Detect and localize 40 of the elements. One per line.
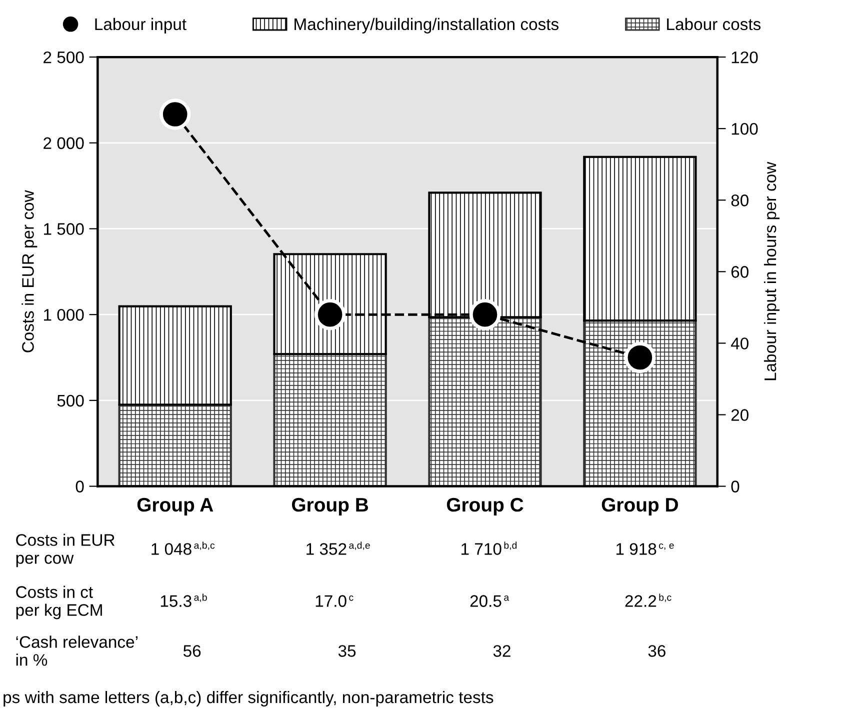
text: 56 bbox=[183, 645, 201, 657]
y-tick-label: 0 bbox=[76, 480, 84, 492]
y-tick-label: 2 500 bbox=[44, 51, 84, 64]
bar bbox=[118, 305, 232, 406]
x-tick-label: Group A bbox=[137, 498, 214, 516]
point bbox=[159, 98, 191, 130]
text: 36 bbox=[648, 645, 666, 657]
text: Costs in EUR per cow bbox=[16, 534, 115, 568]
y2-tick-label: 100 bbox=[732, 122, 758, 135]
bar bbox=[428, 316, 542, 486]
y2-tick-label: 40 bbox=[730, 338, 748, 350]
y-tick-label: 1 000 bbox=[44, 308, 84, 321]
y2-tick-label: 0 bbox=[731, 480, 740, 492]
y-tick-label: 500 bbox=[57, 394, 84, 407]
text: Costs in ct per kg ECM bbox=[16, 586, 102, 620]
point bbox=[624, 342, 656, 374]
y-axis-title: Costs in EUR per cow bbox=[22, 190, 38, 352]
bar bbox=[118, 404, 232, 486]
x-tick-label: Group B bbox=[292, 498, 368, 516]
legend-label: Labour costs bbox=[667, 18, 761, 30]
point bbox=[469, 298, 501, 330]
x-tick-label: Group D bbox=[602, 498, 678, 516]
bar bbox=[273, 353, 387, 486]
x-tick-label: Group C bbox=[446, 498, 524, 516]
text: ps with same letters (a,b,c) differ significantly, non-parametric tests bbox=[4, 690, 494, 707]
legend-label: Labour input bbox=[95, 18, 186, 34]
y-tick-label: 2 000 bbox=[44, 137, 84, 150]
bar bbox=[583, 156, 697, 322]
y-tick-label: 1 500 bbox=[44, 223, 84, 235]
text: 32 bbox=[493, 645, 510, 657]
y2-axis-title: Labour input in hours per cow bbox=[764, 162, 780, 380]
text: 35 bbox=[338, 645, 356, 657]
legend-label: Machinery/building/installation costs bbox=[294, 18, 558, 34]
y2-tick-label: 20 bbox=[731, 409, 748, 421]
y2-tick-label: 120 bbox=[732, 51, 758, 64]
bar bbox=[583, 320, 697, 486]
y2-tick-label: 80 bbox=[731, 194, 748, 206]
bar bbox=[273, 253, 387, 356]
y2-tick-label: 60 bbox=[731, 266, 748, 278]
text: ‘Cash relevance’ in % bbox=[16, 636, 138, 666]
